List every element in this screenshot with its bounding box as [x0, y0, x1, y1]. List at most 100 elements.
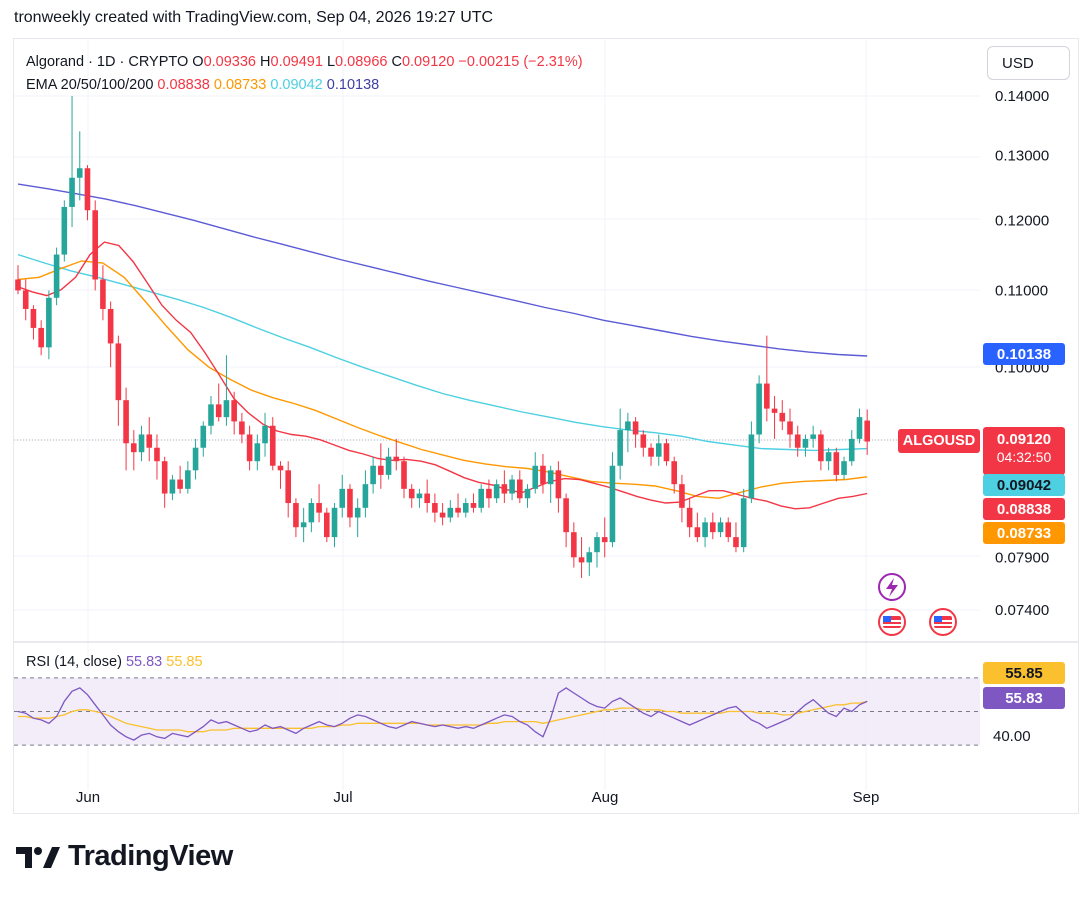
candle-body — [733, 537, 739, 548]
candle-body — [455, 507, 461, 513]
tradingview-logo[interactable]: TradingView — [16, 840, 233, 873]
y-tick-label: 0.07400 — [995, 602, 1049, 619]
candle-body — [555, 470, 562, 499]
ema100-line — [17, 253, 868, 452]
change-value: −0.00215 (−2.31%) — [458, 54, 583, 70]
tradingview-logo-icon — [16, 846, 60, 868]
candles — [15, 96, 870, 578]
candle-body — [331, 507, 338, 538]
candle-body — [177, 479, 183, 489]
x-tick-label: Jul — [333, 789, 352, 806]
candle-body — [308, 503, 315, 523]
ema200-value: 0.10138 — [326, 77, 380, 93]
ema100-value: 0.09042 — [270, 77, 323, 93]
candle-body — [571, 532, 577, 558]
currency-button[interactable]: USD — [987, 46, 1070, 80]
candle-body — [61, 206, 68, 255]
candle-body — [540, 465, 546, 485]
candle-body — [146, 434, 153, 448]
candle-body — [30, 308, 37, 328]
candle-body — [447, 507, 454, 518]
candle-body — [362, 484, 369, 508]
candle-body — [609, 465, 616, 543]
candle-body — [655, 443, 662, 457]
chart-legend: Algorand · 1D · CRYPTO O0.09336 H0.09491… — [26, 51, 583, 97]
ema50-line — [17, 260, 868, 500]
candle-body — [702, 522, 708, 538]
rsi-label: RSI (14, close) — [26, 654, 122, 670]
candle-body — [532, 465, 539, 489]
candle-body — [277, 465, 284, 471]
x-tick-label: Sep — [853, 789, 880, 806]
candle-body — [76, 168, 83, 178]
us-flag-canton — [883, 616, 891, 622]
candle-body — [424, 493, 430, 504]
last-price-tag: 0.09120 04:32:50 — [983, 427, 1065, 475]
candle-body — [231, 400, 237, 422]
candle-body — [501, 484, 508, 494]
candle-body — [154, 447, 160, 462]
candle-body — [53, 254, 60, 298]
candle-body — [84, 168, 91, 211]
candle-body — [370, 465, 376, 485]
rsi-value: 55.83 — [125, 654, 163, 670]
candle-body — [825, 452, 832, 462]
us-flag-stripe — [883, 620, 901, 622]
candle-body — [22, 290, 29, 309]
candle-body — [246, 434, 253, 462]
candle-body — [324, 512, 330, 538]
high-value: 0.09491 — [270, 54, 323, 70]
candle-body — [169, 479, 176, 494]
candle-body — [725, 522, 732, 538]
rsi-axis-label: 40.00 — [993, 728, 1031, 745]
candle-body — [802, 438, 809, 448]
candle-body — [208, 404, 214, 426]
candle-body — [671, 461, 677, 485]
ema-legend-row: EMA 20/50/100/200 0.08838 0.08733 0.0904… — [26, 74, 583, 97]
candle-body — [192, 447, 199, 471]
ema20-value: 0.08838 — [157, 77, 210, 93]
candle-body — [92, 210, 98, 280]
event-markers — [878, 573, 957, 636]
candle-body — [810, 434, 816, 439]
rsi-ma-tag: 55.85 — [983, 662, 1065, 684]
last-price-value: 0.09120 — [996, 431, 1052, 448]
candle-body — [115, 343, 122, 401]
candle-body — [293, 503, 299, 528]
us-flag-stripe — [934, 620, 952, 622]
candle-body — [601, 537, 608, 543]
candle-body — [161, 461, 168, 494]
candle-body — [347, 488, 353, 518]
candle-body — [100, 279, 106, 309]
ema20-line — [17, 241, 868, 510]
ohlc-legend-row: Algorand · 1D · CRYPTO O0.09336 H0.09491… — [26, 51, 583, 74]
candle-body — [393, 456, 400, 462]
candle-body — [686, 507, 693, 528]
candle-body — [517, 479, 523, 499]
candle-body — [779, 412, 786, 422]
us-flag-canton — [934, 616, 942, 622]
candle-body — [339, 488, 346, 508]
candle-body — [547, 470, 554, 485]
candle-body — [131, 443, 137, 453]
ema50-value: 0.08733 — [213, 77, 267, 93]
candle-body — [385, 456, 392, 475]
candle-body — [748, 434, 755, 499]
candle-body — [138, 434, 145, 453]
open-value: 0.09336 — [203, 54, 256, 70]
candle-body — [679, 484, 685, 508]
candle-body — [200, 425, 207, 448]
candle-body — [740, 498, 747, 548]
candle-body — [223, 400, 230, 418]
chart-frame — [13, 38, 1079, 814]
candle-body — [401, 461, 407, 489]
candle-body — [462, 503, 469, 513]
tradingview-brand: TradingView — [68, 840, 233, 872]
candle-body — [833, 452, 840, 475]
ema200-line — [17, 183, 868, 357]
candle-body — [632, 421, 639, 435]
y-tick-label: 0.11000 — [995, 282, 1048, 299]
candle-body — [694, 527, 701, 538]
ema100-price-tag: 0.09042 — [983, 474, 1065, 496]
